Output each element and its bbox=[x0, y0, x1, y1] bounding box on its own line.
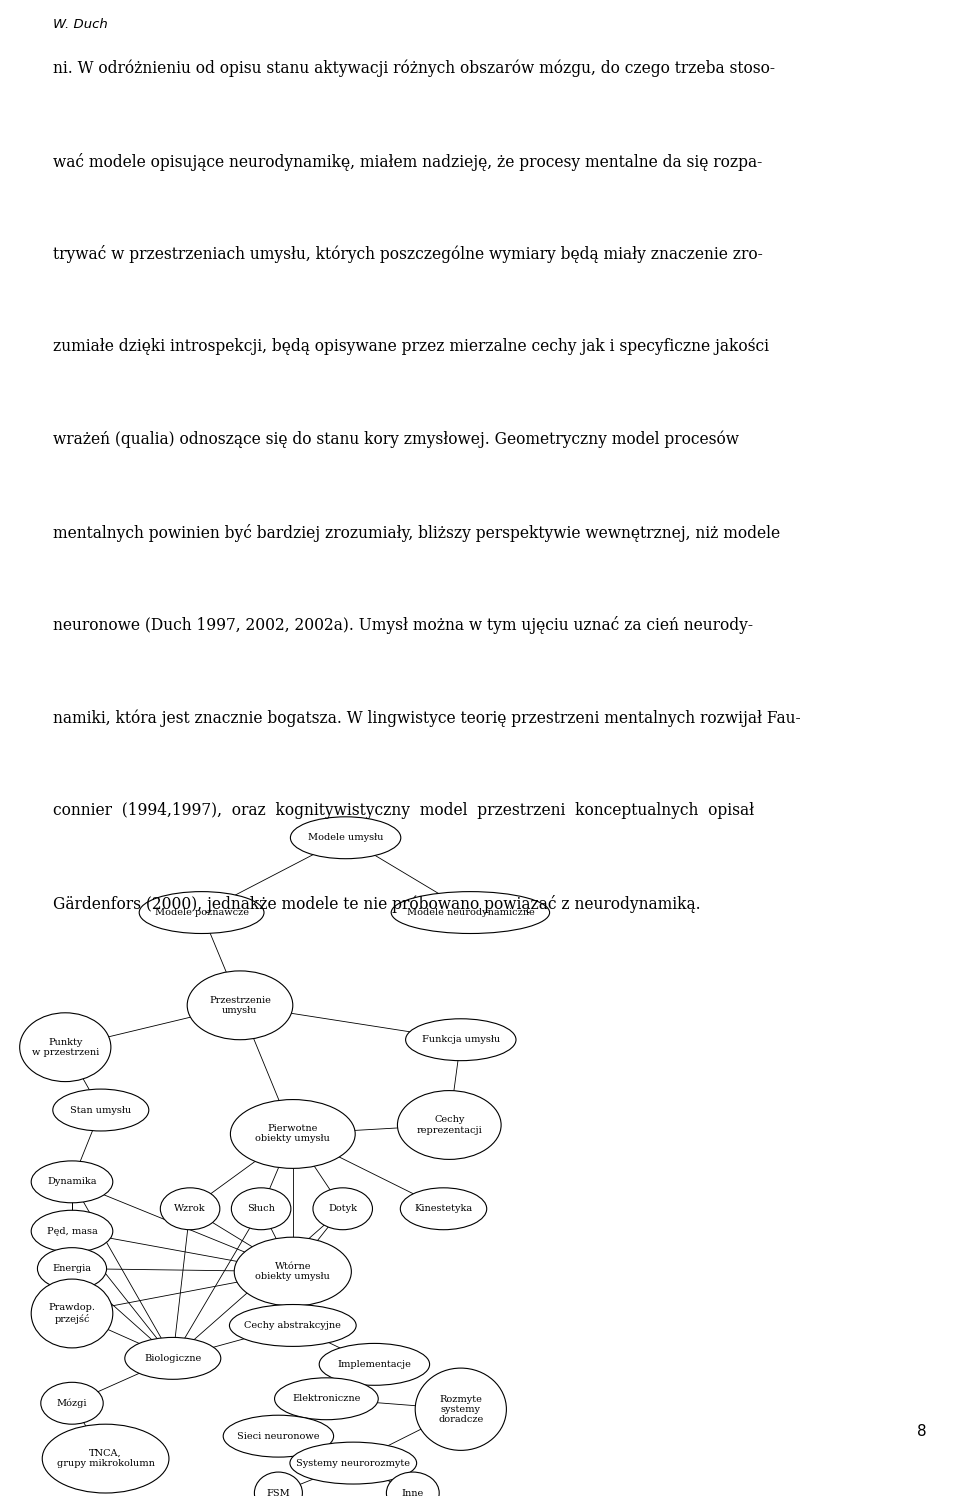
Text: Sieci neuronowe: Sieci neuronowe bbox=[237, 1432, 320, 1441]
Ellipse shape bbox=[223, 1415, 334, 1457]
Text: connier  (1994,1997),  oraz  kognitywistyczny  model  przestrzeni  konceptualnyc: connier (1994,1997), oraz kognitywistycz… bbox=[53, 802, 754, 818]
Text: FSM: FSM bbox=[267, 1489, 290, 1496]
Text: Mózgi: Mózgi bbox=[57, 1399, 87, 1408]
Text: wać modele opisujące neurodynamikę, miałem nadzieję, że procesy mentalne da się : wać modele opisujące neurodynamikę, miał… bbox=[53, 153, 762, 171]
Ellipse shape bbox=[42, 1424, 169, 1493]
Text: Cechy abstrakcyjne: Cechy abstrakcyjne bbox=[245, 1321, 341, 1330]
Ellipse shape bbox=[275, 1378, 378, 1420]
Text: Pęd, masa: Pęd, masa bbox=[47, 1227, 97, 1236]
Text: W. Duch: W. Duch bbox=[53, 18, 108, 31]
Ellipse shape bbox=[160, 1188, 220, 1230]
Text: Modele umysłu: Modele umysłu bbox=[308, 833, 383, 842]
Text: Modele neurodynamiczne: Modele neurodynamiczne bbox=[406, 908, 535, 917]
Text: Implementacje: Implementacje bbox=[338, 1360, 411, 1369]
Text: ni. W odróżnieniu od opisu stanu aktywacji różnych obszarów mózgu, do czego trze: ni. W odróżnieniu od opisu stanu aktywac… bbox=[53, 60, 775, 78]
Text: 8: 8 bbox=[917, 1424, 926, 1439]
Text: Modele poznawcze: Modele poznawcze bbox=[155, 908, 249, 917]
Text: Słuch: Słuch bbox=[247, 1204, 276, 1213]
Ellipse shape bbox=[290, 1442, 417, 1484]
Text: Prawdop.
przejść: Prawdop. przejść bbox=[49, 1303, 95, 1324]
Text: zumiałe dzięki introspekcji, będą opisywane przez mierzalne cechy jak i specyfic: zumiałe dzięki introspekcji, będą opisyw… bbox=[53, 338, 769, 355]
Ellipse shape bbox=[400, 1188, 487, 1230]
Text: Pierwotne
obiekty umysłu: Pierwotne obiekty umysłu bbox=[255, 1125, 330, 1143]
Text: namiki, która jest znacznie bogatsza. W lingwistyce teorię przestrzeni mentalnyc: namiki, która jest znacznie bogatsza. W … bbox=[53, 709, 801, 727]
Ellipse shape bbox=[392, 892, 549, 934]
Ellipse shape bbox=[405, 1019, 516, 1061]
Text: Biologiczne: Biologiczne bbox=[144, 1354, 202, 1363]
Text: Elektroniczne: Elektroniczne bbox=[292, 1394, 361, 1403]
Text: Gärdenfors (2000), jednakże modele te nie próbowano powiązać z neurodynamiką.: Gärdenfors (2000), jednakże modele te ni… bbox=[53, 895, 701, 913]
Ellipse shape bbox=[229, 1305, 356, 1346]
Ellipse shape bbox=[187, 971, 293, 1040]
Ellipse shape bbox=[31, 1161, 113, 1203]
Text: Systemy neurorozmyte: Systemy neurorozmyte bbox=[297, 1459, 410, 1468]
Ellipse shape bbox=[230, 1100, 355, 1168]
Text: Rozmyte
systemy
doradcze: Rozmyte systemy doradcze bbox=[438, 1394, 484, 1424]
Ellipse shape bbox=[31, 1210, 113, 1252]
Text: neuronowe (Duch 1997, 2002, 2002a). Umysł można w tym ujęciu uznać za cień neuro: neuronowe (Duch 1997, 2002, 2002a). Umys… bbox=[53, 616, 753, 634]
Ellipse shape bbox=[386, 1472, 439, 1496]
Text: Energia: Energia bbox=[53, 1264, 91, 1273]
Text: Funkcja umysłu: Funkcja umysłu bbox=[421, 1035, 500, 1044]
Text: mentalnych powinien być bardziej zrozumiały, bliższy perspektywie wewnętrznej, n: mentalnych powinien być bardziej zrozumi… bbox=[53, 524, 780, 542]
Ellipse shape bbox=[53, 1089, 149, 1131]
Ellipse shape bbox=[19, 1013, 110, 1082]
Text: Inne: Inne bbox=[401, 1489, 424, 1496]
Text: Dynamika: Dynamika bbox=[47, 1177, 97, 1186]
Ellipse shape bbox=[40, 1382, 104, 1424]
Ellipse shape bbox=[37, 1248, 107, 1290]
Text: Stan umysłu: Stan umysłu bbox=[70, 1106, 132, 1115]
Ellipse shape bbox=[31, 1279, 113, 1348]
Text: Dotyk: Dotyk bbox=[328, 1204, 357, 1213]
Ellipse shape bbox=[415, 1367, 507, 1450]
Text: wrażeń (qualia) odnoszące się do stanu kory zmysłowej. Geometryczny model proces: wrażeń (qualia) odnoszące się do stanu k… bbox=[53, 431, 739, 449]
Ellipse shape bbox=[319, 1343, 430, 1385]
Text: TNCA,
grupy mikrokolumn: TNCA, grupy mikrokolumn bbox=[57, 1450, 155, 1468]
Text: Przestrzenie
umysłu: Przestrzenie umysłu bbox=[209, 996, 271, 1014]
Ellipse shape bbox=[231, 1188, 291, 1230]
Text: Wzrok: Wzrok bbox=[175, 1204, 205, 1213]
Ellipse shape bbox=[397, 1091, 501, 1159]
Ellipse shape bbox=[139, 892, 264, 934]
Ellipse shape bbox=[313, 1188, 372, 1230]
Ellipse shape bbox=[254, 1472, 302, 1496]
Ellipse shape bbox=[234, 1237, 351, 1306]
Text: Cechy
reprezentacji: Cechy reprezentacji bbox=[417, 1116, 482, 1134]
Ellipse shape bbox=[125, 1337, 221, 1379]
Ellipse shape bbox=[290, 817, 400, 859]
Text: Kinestetyka: Kinestetyka bbox=[415, 1204, 472, 1213]
Text: Wtórne
obiekty umysłu: Wtórne obiekty umysłu bbox=[255, 1263, 330, 1281]
Text: trywać w przestrzeniach umysłu, których poszczególne wymiary będą miały znaczeni: trywać w przestrzeniach umysłu, których … bbox=[53, 245, 762, 263]
Text: Punkty
w przestrzeni: Punkty w przestrzeni bbox=[32, 1038, 99, 1056]
